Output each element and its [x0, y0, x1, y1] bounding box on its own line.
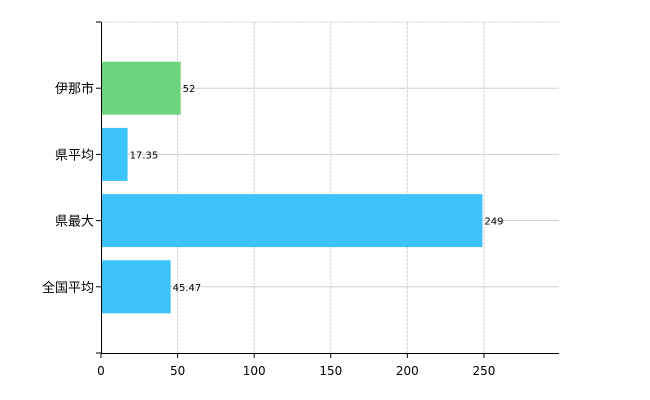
bar-1 [101, 61, 181, 115]
category-label: 県平均 [55, 148, 94, 163]
data-label: 45.47 [173, 283, 202, 294]
category-label: 伊那市 [55, 81, 94, 97]
bar-3 [101, 194, 483, 248]
x-tick-label: 0 [97, 364, 105, 378]
data-label: 249 [484, 217, 503, 228]
x-tick-label: 200 [396, 364, 419, 378]
category-label: 全国平均 [42, 280, 94, 296]
x-tick-label: 150 [319, 364, 342, 378]
x-tick-label: 50 [170, 364, 185, 378]
bar-2 [101, 127, 128, 181]
data-label: 52 [183, 84, 196, 95]
bar-4 [101, 260, 171, 314]
x-tick-label: 100 [243, 364, 266, 378]
data-label: 17.35 [130, 150, 159, 161]
category-label: 県最大 [55, 215, 94, 230]
x-tick-label: 250 [472, 364, 495, 378]
